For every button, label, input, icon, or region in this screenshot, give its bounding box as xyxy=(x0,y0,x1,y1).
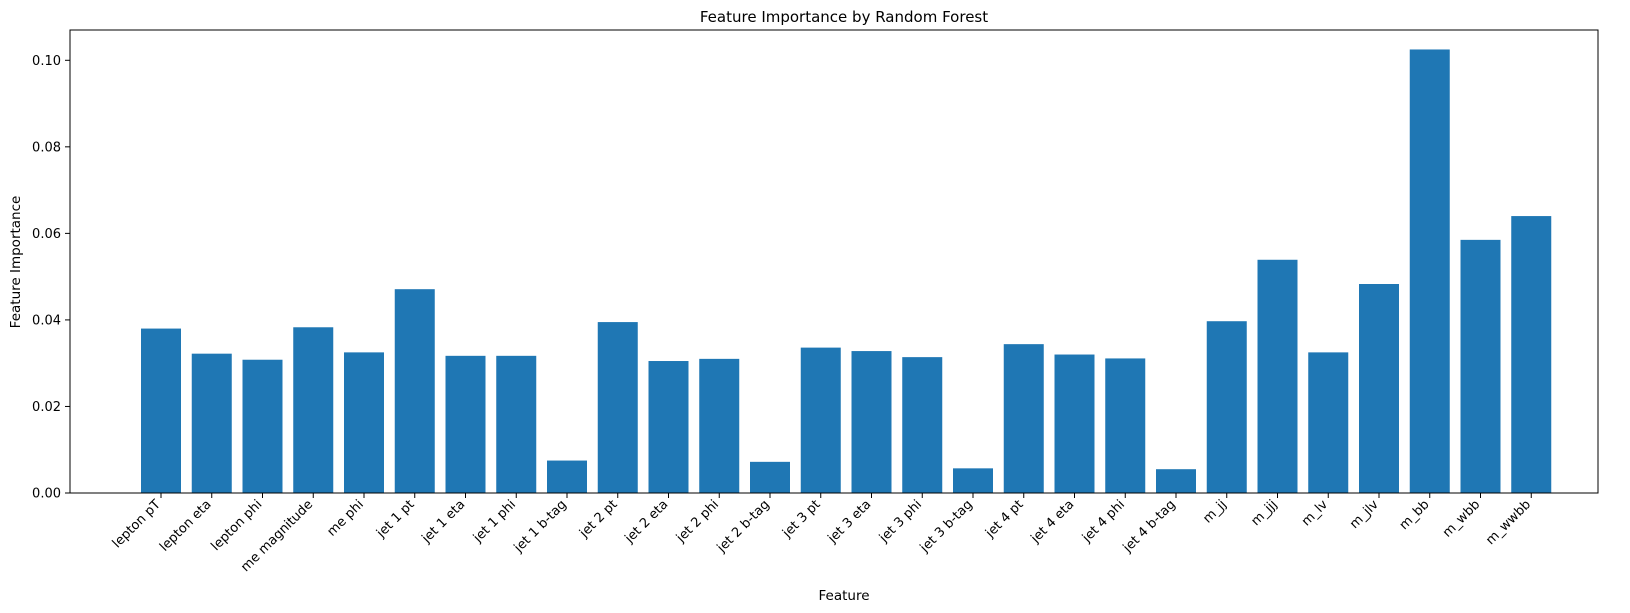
x-tick-label: jet 4 eta xyxy=(1028,497,1078,547)
bar xyxy=(1054,354,1095,493)
bar xyxy=(191,353,232,493)
bar xyxy=(242,359,283,493)
x-tick-label: m_jj xyxy=(1200,497,1229,526)
x-tick-label: jet 2 pt xyxy=(576,497,620,541)
bar xyxy=(1460,239,1501,493)
y-axis: 0.00 0.02 0.04 0.06 0.08 0.10 xyxy=(32,54,70,502)
bar xyxy=(648,361,689,493)
x-tick-label: lepton pT xyxy=(110,497,164,551)
x-tick-label: jet 2 eta xyxy=(622,497,672,547)
plot-frame xyxy=(69,29,1599,494)
bar xyxy=(1257,259,1298,493)
y-tick-label: 0.06 xyxy=(32,227,61,242)
bar xyxy=(902,357,943,493)
x-tick-label: m_lv xyxy=(1299,497,1331,529)
bar xyxy=(699,358,740,493)
x-tick-label: m_jjj xyxy=(1249,497,1281,529)
bar xyxy=(1003,344,1044,493)
x-tick-label: m_wwbb xyxy=(1483,497,1534,548)
bar xyxy=(597,322,638,493)
x-tick-label: jet 2 b-tag xyxy=(714,497,773,556)
bar xyxy=(293,327,334,493)
y-tick-label: 0.08 xyxy=(32,140,61,155)
x-tick-label: me phi xyxy=(324,497,366,539)
x-tick-label: jet 1 b-tag xyxy=(511,497,570,556)
bar xyxy=(1105,358,1146,493)
x-tick-label: jet 3 phi xyxy=(876,497,925,546)
bar xyxy=(1308,352,1349,493)
x-tick-label: jet 3 b-tag xyxy=(917,497,976,556)
bar xyxy=(1409,49,1450,493)
bar xyxy=(547,460,587,493)
bar xyxy=(344,352,384,493)
bar xyxy=(851,351,892,493)
chart-title: Feature Importance by Random Forest xyxy=(700,8,988,26)
bar xyxy=(1156,469,1196,493)
x-tick-label: jet 4 phi xyxy=(1079,497,1128,546)
x-tick-label: jet 3 pt xyxy=(779,497,823,541)
x-tick-label: jet 1 pt xyxy=(373,497,417,541)
bar-group xyxy=(141,49,1552,493)
bar xyxy=(496,355,537,493)
x-tick-label: jet 3 eta xyxy=(825,497,875,547)
x-tick-label: lepton eta xyxy=(157,497,215,555)
x-tick-label: jet 1 eta xyxy=(419,497,469,547)
x-tick-label: jet 4 pt xyxy=(982,497,1026,541)
bar xyxy=(445,355,486,493)
bar xyxy=(1206,321,1247,493)
y-axis-title: Feature Importance xyxy=(8,196,24,329)
bar xyxy=(141,328,181,493)
x-tick-label: m_bb xyxy=(1397,497,1433,533)
bar xyxy=(953,468,993,493)
x-tick-label: jet 2 phi xyxy=(673,497,722,546)
bar xyxy=(800,347,841,493)
bar xyxy=(394,289,435,493)
y-tick-label: 0.00 xyxy=(32,487,61,502)
x-tick-label: jet 4 b-tag xyxy=(1120,497,1179,556)
x-axis-title: Feature xyxy=(818,588,869,604)
bar xyxy=(1511,216,1552,493)
x-tick-label: jet 1 phi xyxy=(470,497,519,546)
x-tick-label: m_wbb xyxy=(1440,497,1483,540)
bar xyxy=(1359,284,1399,493)
y-tick-label: 0.02 xyxy=(32,400,61,415)
y-tick-label: 0.04 xyxy=(32,313,61,328)
bar xyxy=(750,461,790,493)
y-tick-label: 0.10 xyxy=(32,54,61,69)
x-tick-label: m_jlv xyxy=(1347,497,1382,532)
